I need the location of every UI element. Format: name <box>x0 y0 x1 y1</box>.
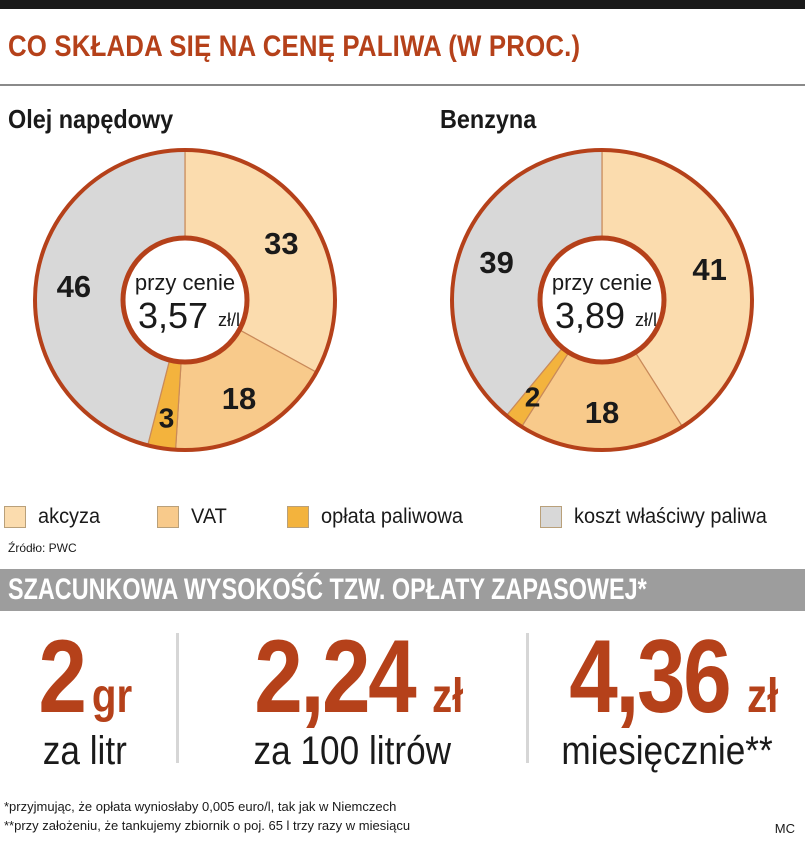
top-bar <box>0 0 805 9</box>
center-unit: zł/l <box>218 310 240 330</box>
legend-item-oplata: opłata paliwowa <box>287 505 470 529</box>
footnote-1: *przyjmując, że opłata wyniosłaby 0,005 … <box>4 799 397 814</box>
center-caption: przy cenie <box>552 270 652 295</box>
center-price: 3,89 <box>555 295 625 336</box>
slice-label-koszt: 39 <box>479 245 513 280</box>
stat-value: 2,24 <box>253 619 416 735</box>
footnote-2: **przy założeniu, że tankujemy zbiornik … <box>4 818 411 833</box>
chart-title-petrol: Benzyna <box>440 104 537 134</box>
stat-monthly: 4,36 zł miesięcznie** <box>535 625 800 774</box>
slice-label-akcyza: 33 <box>264 226 298 261</box>
slice-label-oplata: 2 <box>525 382 541 413</box>
legend-swatch <box>4 506 26 528</box>
donut-center <box>537 235 667 365</box>
legend: akcyza VAT opłata paliwowa koszt właściw… <box>0 505 805 535</box>
stat-divider <box>526 633 529 763</box>
donut-center <box>120 235 250 365</box>
donut-outer-ring <box>33 148 337 452</box>
stat-caption: miesięcznie** <box>561 729 774 773</box>
slice-label-akcyza: 41 <box>692 252 726 287</box>
stat-unit: zł <box>747 670 779 723</box>
stat-per-litre: 2 gr za litr <box>0 625 170 774</box>
center-price: 3,57 <box>138 295 208 336</box>
stat-caption: za litr <box>42 729 128 773</box>
legend-item-koszt: koszt właściwy paliwa <box>540 505 777 529</box>
center-unit: zł/l <box>635 310 657 330</box>
banner-title: SZACUNKOWA WYSOKOŚĆ TZW. OPŁATY ZAPASOWE… <box>8 573 647 606</box>
legend-label: akcyza <box>38 505 101 528</box>
legend-label: koszt właściwy paliwa <box>574 505 767 528</box>
stat-value: 4,36 <box>568 619 731 735</box>
legend-swatch <box>540 506 562 528</box>
legend-item-akcyza: akcyza <box>4 505 103 529</box>
stat-unit: gr <box>92 670 133 723</box>
donut-outer-ring <box>450 148 754 452</box>
page-title: CO SKŁADA SIĘ NA CENĘ PALIWA (W PROC.) <box>8 30 581 63</box>
legend-label: VAT <box>191 505 227 528</box>
stat-divider <box>176 633 179 763</box>
slice-label-koszt: 46 <box>57 269 91 304</box>
stat-caption: za 100 litrów <box>253 729 452 773</box>
title-divider <box>0 84 805 86</box>
author-credit: MC <box>774 821 795 836</box>
slice-label-vat: 18 <box>585 395 619 430</box>
chart-title-diesel: Olej napędowy <box>8 104 174 134</box>
legend-label: opłata paliwowa <box>321 505 463 528</box>
legend-swatch <box>287 506 309 528</box>
stat-unit: zł <box>432 670 464 723</box>
slice-label-vat: 18 <box>222 381 256 416</box>
source-note: Źródło: PWC <box>8 541 77 555</box>
stat-per-100-litres: 2,24 zł za 100 litrów <box>185 625 520 774</box>
legend-item-vat: VAT <box>157 505 229 529</box>
slice-label-oplata: 3 <box>159 403 175 434</box>
stat-value: 2 <box>37 619 87 735</box>
section-banner: SZACUNKOWA WYSOKOŚĆ TZW. OPŁATY ZAPASOWE… <box>0 569 805 611</box>
legend-swatch <box>157 506 179 528</box>
center-caption: przy cenie <box>135 270 235 295</box>
